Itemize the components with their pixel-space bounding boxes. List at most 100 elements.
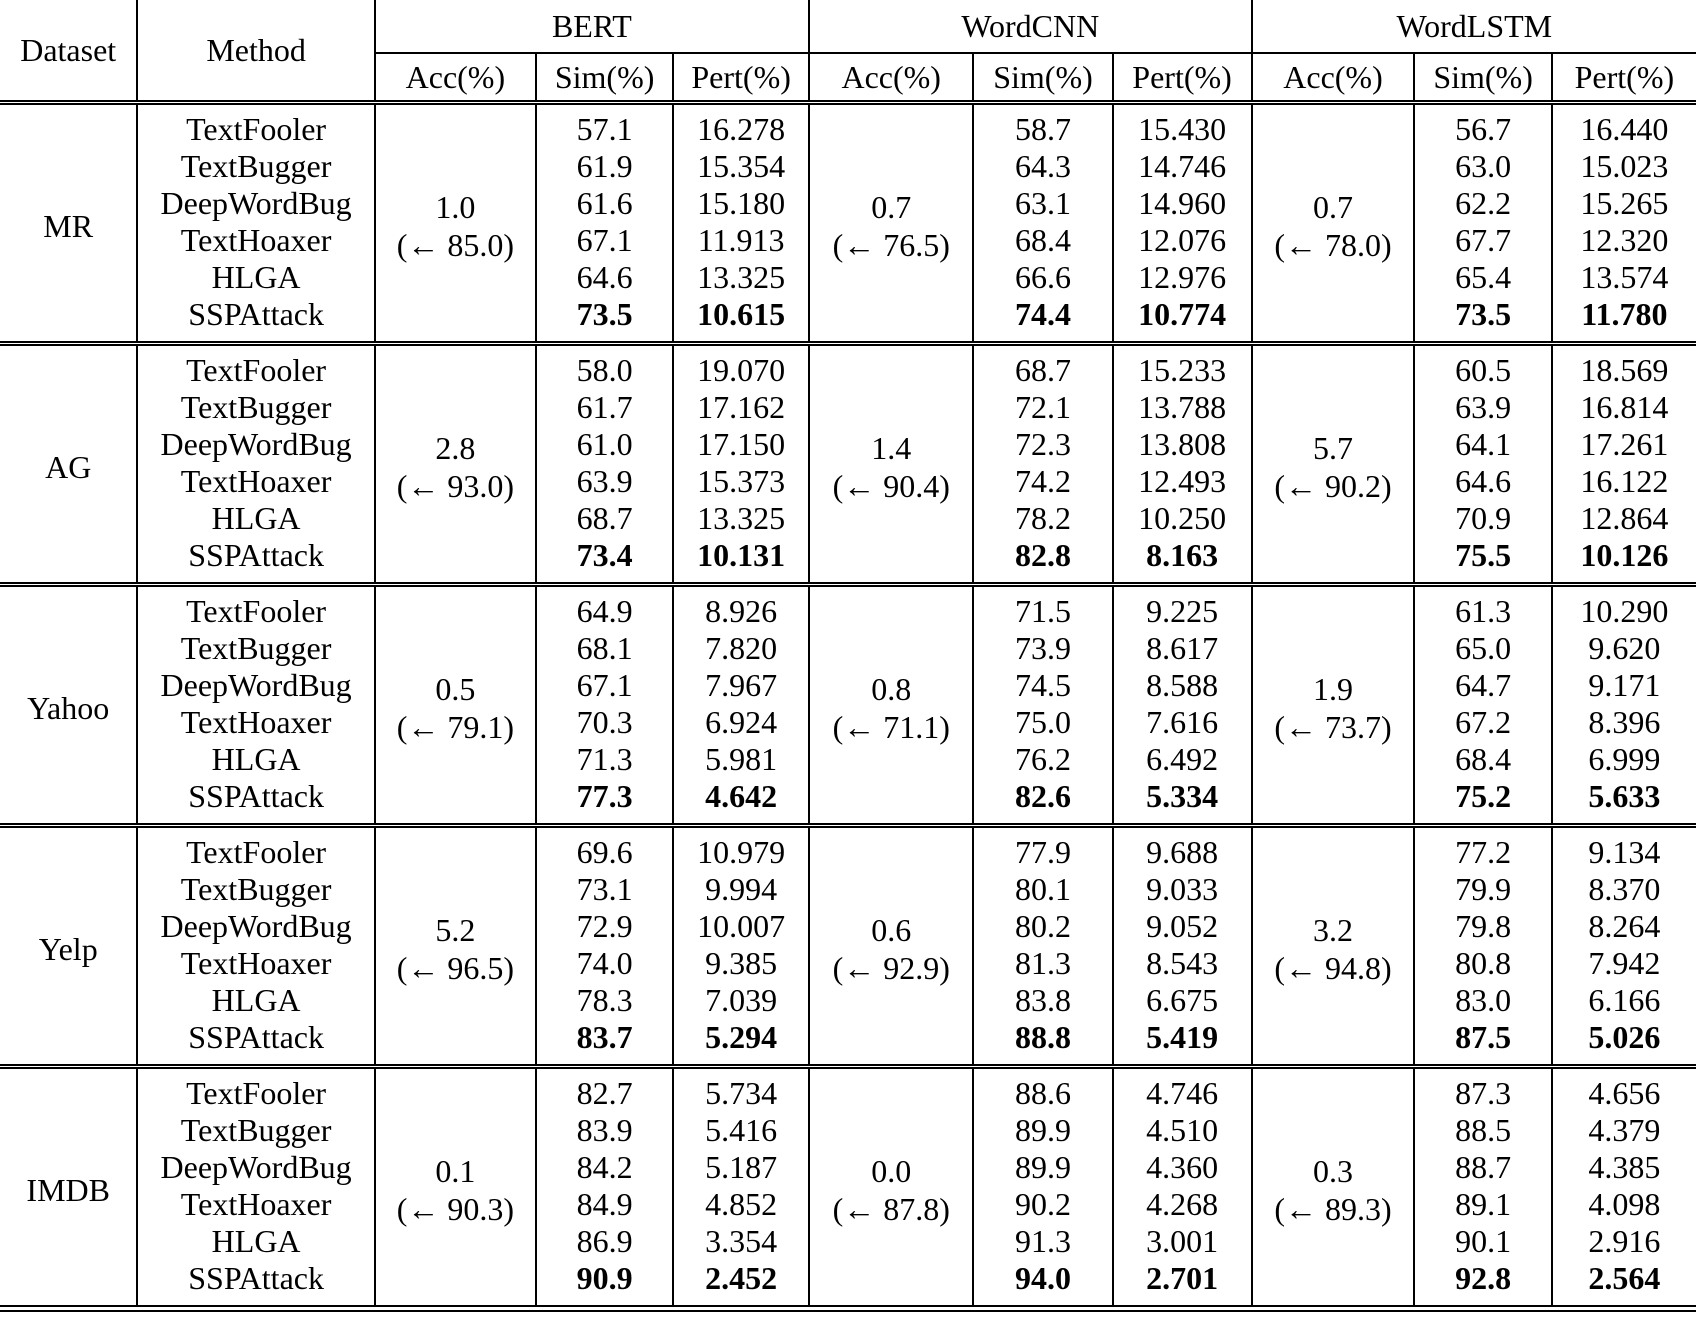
acc-original-value: (← 79.1) [396,709,515,745]
sim-value: 80.8 [1414,945,1553,982]
pert-value: 6.492 [1112,741,1253,778]
acc-after-attack-value: 0.6 [871,911,912,948]
method-name: TextBugger [137,1112,376,1149]
pert-value: 15.180 [673,185,810,222]
pert-value: 10.131 [673,537,810,585]
pert-value: 19.070 [673,343,810,389]
acc-cell: 0.7 (← 76.5) [808,102,975,344]
sim-value: 74.4 [973,296,1114,344]
header-acc-wordcnn: Acc(%) [808,53,975,103]
method-name: TextFooler [137,584,376,630]
model-header-row: Dataset Method BERT WordCNN WordLSTM [0,0,1696,103]
header-model-wordlstm: WordLSTM [1251,0,1696,54]
method-row: TextHoaxer 70.3 6.924 75.0 7.616 67.2 8.396 [0,704,1696,741]
method-name: HLGA [137,1223,376,1260]
header-pert-bert: Pert(%) [673,53,810,103]
sim-value: 79.9 [1414,871,1553,908]
sim-value: 64.7 [1414,667,1553,704]
pert-value: 5.416 [673,1112,810,1149]
sim-value: 83.9 [535,1112,675,1149]
pert-value: 12.320 [1580,222,1669,259]
method-row: TextHoaxer 84.9 4.852 90.2 4.268 89.1 4.098 [0,1186,1696,1223]
method-name: SSPAttack [137,778,376,826]
sim-value: 89.9 [973,1112,1114,1149]
method-row: SSPAttack 83.7 5.294 88.8 5.419 87.5 5.026 [0,1019,1696,1067]
pert-value: 5.334 [1112,778,1253,826]
sim-value: 88.7 [1414,1149,1553,1186]
pert-value: 7.039 [673,982,810,1019]
sim-value: 84.9 [535,1186,675,1223]
sim-value: 73.5 [1414,296,1553,344]
sim-value: 81.3 [973,945,1114,982]
method-row: Yelp TextFooler 5.2 (← 96.5) 69.6 10.979 0.6 (←… [0,825,1696,1067]
table-header: Dataset Method BERT WordCNN WordLSTM Acc… [0,0,1696,103]
pert-value: 8.163 [1112,537,1253,585]
pert-value: 9.033 [1112,871,1253,908]
sim-value: 73.4 [535,537,675,585]
method-name: TextHoaxer [137,222,376,259]
method-name: SSPAttack [137,1260,376,1309]
method-row: Yahoo TextFooler 0.5 (← 79.1) 64.9 8.926 0.8 (←… [0,584,1696,826]
pert-value: 4.385 [1588,1149,1661,1186]
pert-value: 4.746 [1112,1066,1253,1112]
sim-value: 57.1 [535,102,675,148]
acc-cell: 0.8 (← 71.1) [808,584,975,826]
acc-original-value: (← 76.5) [832,227,950,263]
acc-cell: 1.0 (← 85.0) [374,102,537,344]
method-name: TextBugger [137,148,376,185]
acc-cell: 1.9 (← 73.7) [1251,584,1416,826]
method-row: HLGA 86.9 3.354 91.3 3.001 90.1 2.916 [0,1223,1696,1260]
sim-value: 87.3 [1414,1066,1553,1112]
dataset-label: MR [0,102,139,344]
pert-value: 2.452 [673,1260,810,1309]
pert-value: 10.250 [1112,500,1253,537]
pert-value: 7.967 [673,667,810,704]
pert-value: 10.007 [673,908,810,945]
pert-value: 7.942 [1588,945,1661,982]
sim-value: 64.1 [1414,426,1553,463]
pert-value: 3.354 [673,1223,810,1260]
header-acc-wordlstm: Acc(%) [1251,53,1416,103]
method-row: TextHoaxer 67.1 11.913 68.4 12.076 67.7 12.320 [0,222,1696,259]
sim-value: 89.1 [1414,1186,1553,1223]
method-row: HLGA 64.6 13.325 66.6 12.976 65.4 13.574 [0,259,1696,296]
acc-cell: 1.4 (← 90.4) [808,343,975,585]
acc-original-value: (← 92.9) [832,950,950,986]
method-row: TextBugger 73.1 9.994 80.1 9.033 79.9 8.370 [0,871,1696,908]
sim-value: 58.7 [973,102,1114,148]
dataset-label: AG [0,343,139,585]
acc-original-value: (← 90.2) [1274,468,1392,504]
header-pert-wordlstm: Pert(%) [1574,58,1675,95]
pert-value: 8.926 [673,584,810,630]
sim-value: 75.0 [973,704,1114,741]
acc-cell: 0.6 (← 92.9) [808,825,975,1067]
pert-value: 9.225 [1112,584,1253,630]
sim-value: 60.5 [1414,343,1553,389]
acc-after-attack-value: 5.7 [1313,429,1353,466]
sim-value: 68.7 [535,500,675,537]
sim-value: 66.6 [973,259,1114,296]
sim-value: 80.1 [973,871,1114,908]
header-acc-bert: Acc(%) [374,53,537,103]
pert-value: 5.981 [673,741,810,778]
sim-value: 61.6 [535,185,675,222]
sim-value: 91.3 [973,1223,1114,1260]
sim-value: 65.4 [1414,259,1553,296]
method-row: SSPAttack 77.3 4.642 82.6 5.334 75.2 5.633 [0,778,1696,826]
pert-value: 6.924 [673,704,810,741]
sim-value: 76.2 [973,741,1114,778]
pert-value: 10.126 [1580,537,1669,574]
acc-after-attack-value: 3.2 [1313,911,1353,948]
method-row: TextHoaxer 63.9 15.373 74.2 12.493 64.6 16.122 [0,463,1696,500]
pert-value: 4.852 [673,1186,810,1223]
sim-value: 88.8 [973,1019,1114,1067]
sim-value: 63.0 [1414,148,1553,185]
acc-original-value: (← 89.3) [1274,1191,1392,1227]
header-pert-wordcnn: Pert(%) [1112,53,1253,103]
sim-value: 83.8 [973,982,1114,1019]
pert-value: 16.278 [673,102,810,148]
method-row: SSPAttack 73.5 10.615 74.4 10.774 73.5 11.780 [0,296,1696,344]
pert-value: 5.734 [673,1066,810,1112]
sim-value: 88.5 [1414,1112,1553,1149]
